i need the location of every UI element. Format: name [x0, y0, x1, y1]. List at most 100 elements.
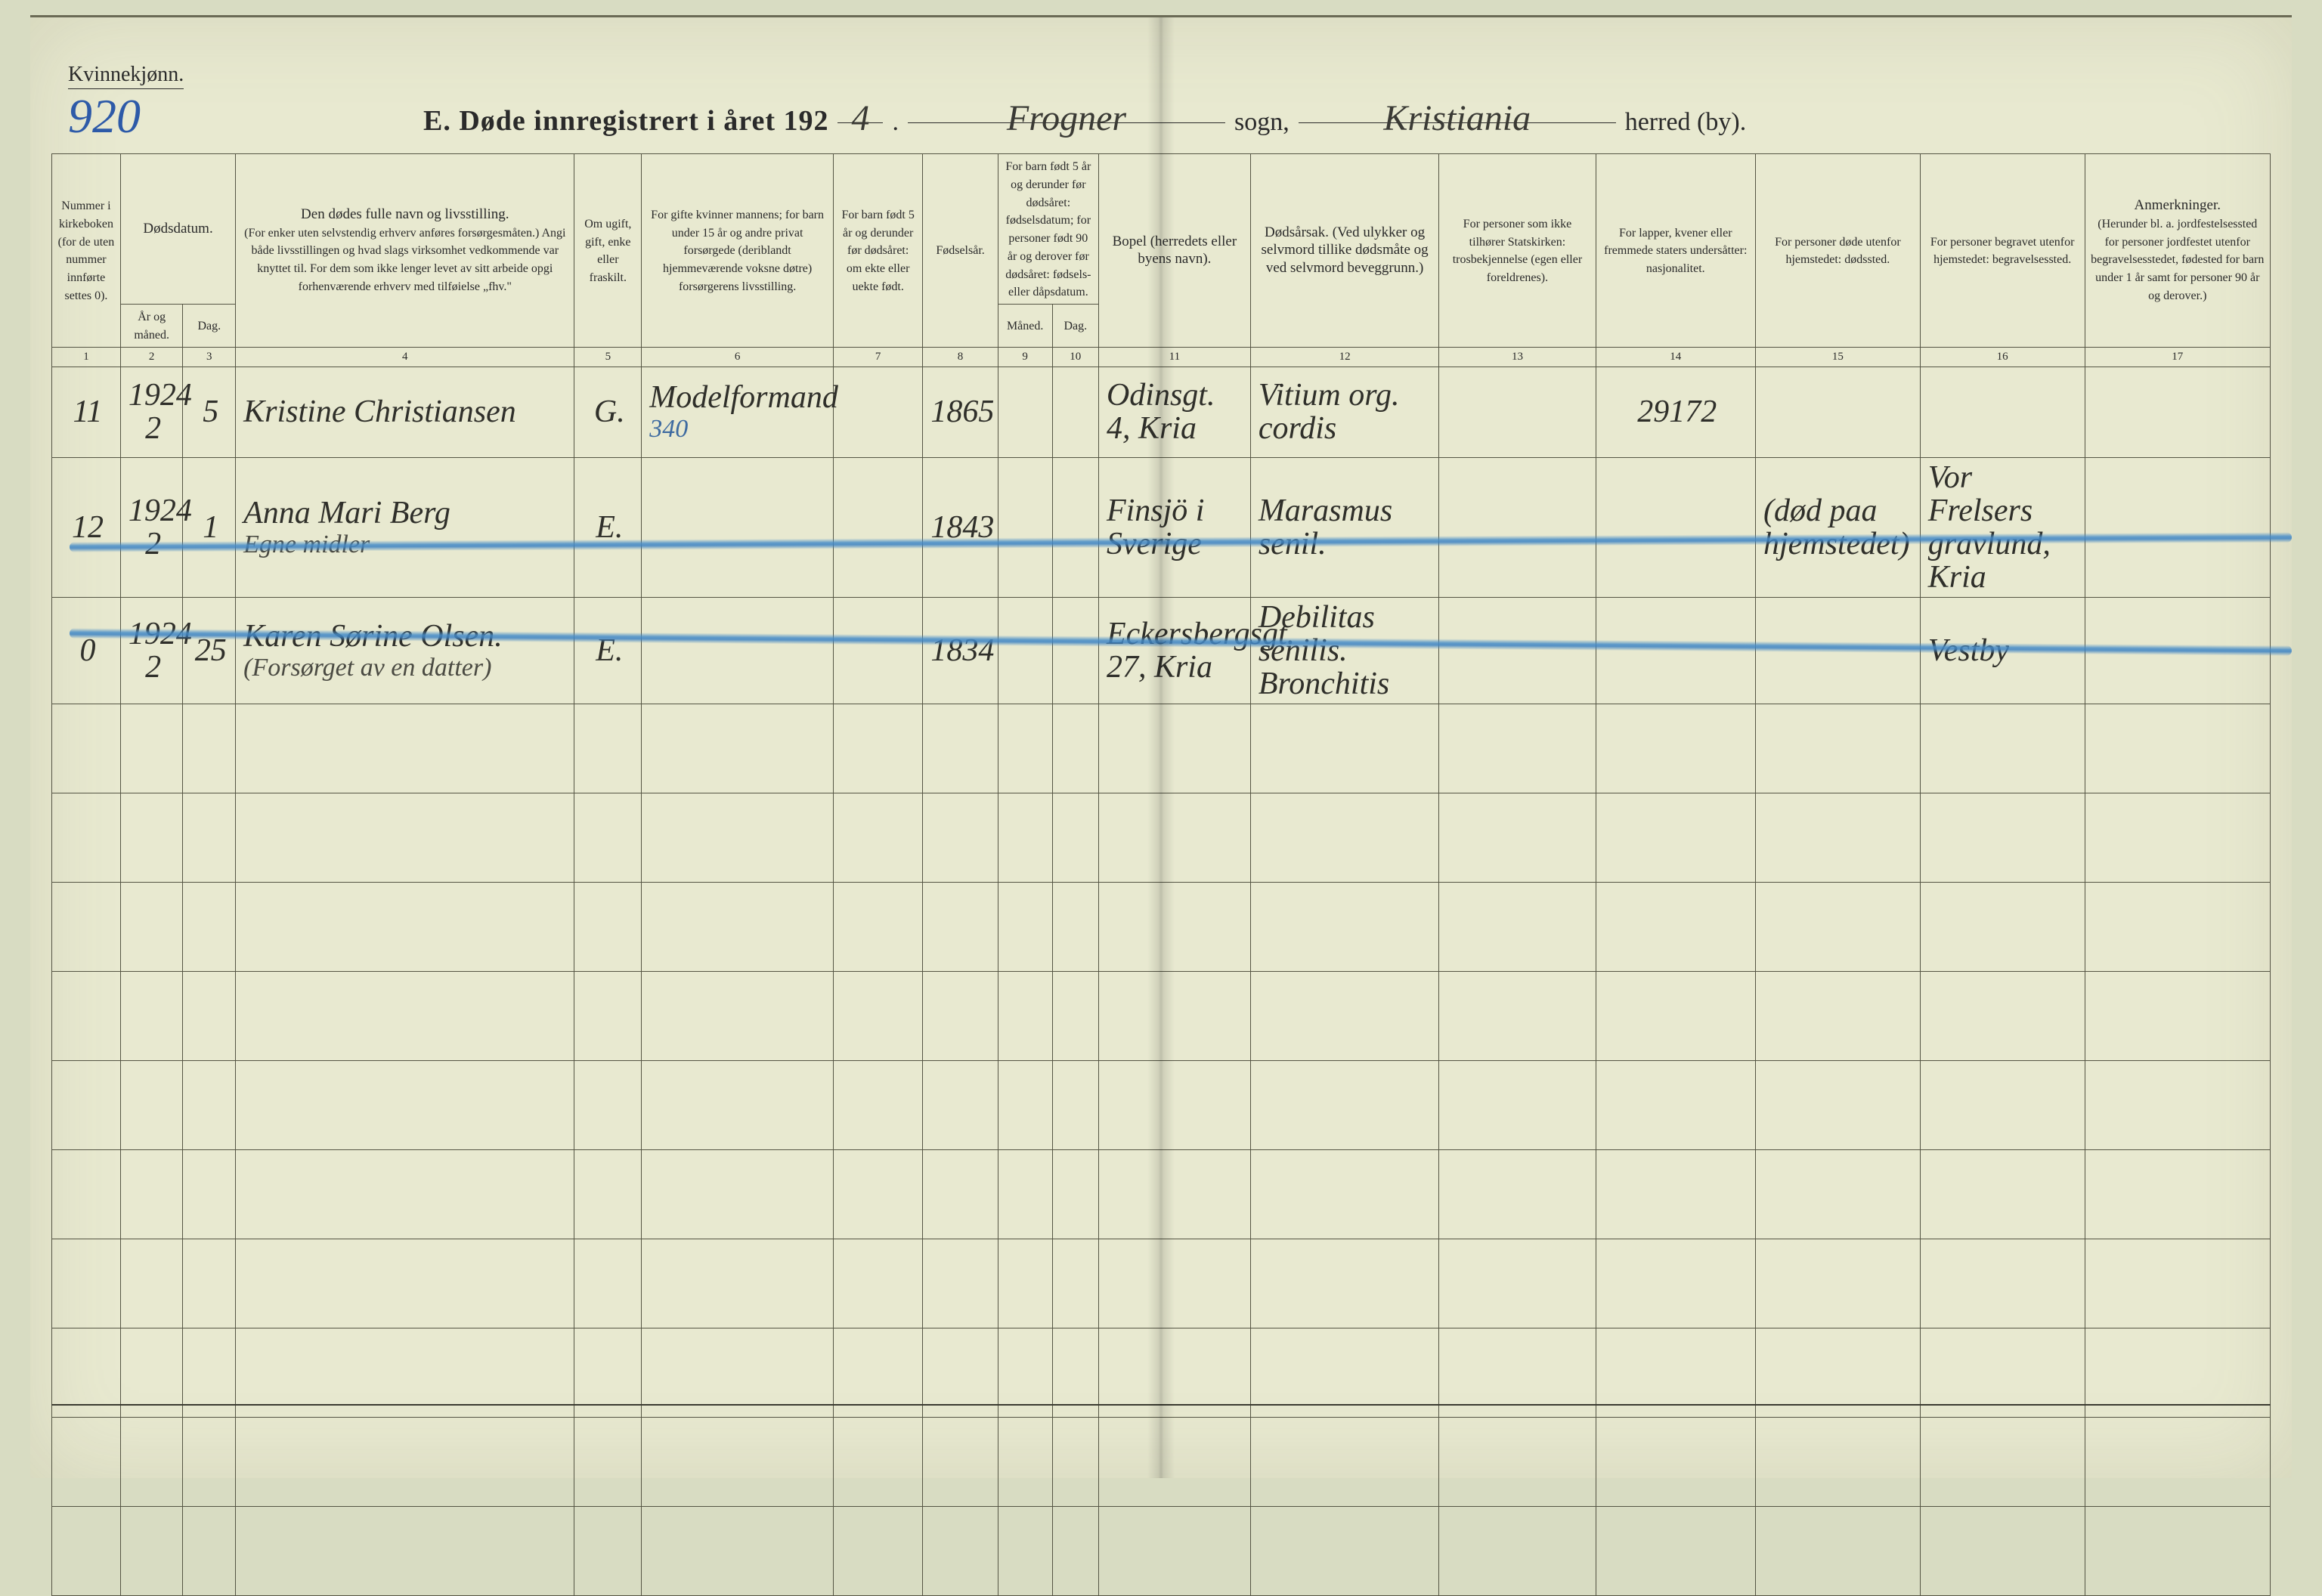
cell: [2085, 367, 2270, 457]
column-number: 6: [642, 347, 834, 367]
column-number: 1: [52, 347, 121, 367]
col-17-sub: (Herunder bl. a. jord­festelsessted for …: [2091, 218, 2264, 302]
table-row-blank: [52, 1061, 2271, 1150]
cell-blank: [833, 883, 922, 972]
cell-blank: [642, 1150, 834, 1239]
title-dot: .: [892, 108, 899, 137]
cell-blank: [1920, 793, 2085, 883]
cell-blank: [1920, 1061, 2085, 1150]
cell-blank: [183, 883, 236, 972]
col-4-title: Den dødes fulle navn og livsstilling.: [301, 206, 509, 222]
col-header-fodselsdatum: For barn født 5 år og der­under før døds…: [998, 154, 1098, 305]
cell: [998, 457, 1052, 597]
cell-blank: [833, 1239, 922, 1328]
column-number: 8: [923, 347, 998, 367]
cell-blank: [998, 1507, 1052, 1596]
col-header-14: For lapper, kvener eller fremmede stater…: [1596, 154, 1755, 348]
cell: [833, 597, 922, 704]
col-header-2: År og måned.: [120, 305, 182, 348]
cell-blank: [236, 793, 574, 883]
page-number: 920: [68, 88, 141, 144]
herred-label: herred (by).: [1625, 108, 1746, 137]
table-row: 12192421Anna Mari BergEgne midlerE.1843F…: [52, 457, 2271, 597]
cell-blank: [1596, 1150, 1755, 1239]
cell: [1755, 367, 1920, 457]
cell-blank: [1755, 793, 1920, 883]
cell-blank: [998, 972, 1052, 1061]
cell-blank: [2085, 1507, 2270, 1596]
column-number: 3: [183, 347, 236, 367]
column-number: 16: [1920, 347, 2085, 367]
cell-blank: [998, 1150, 1052, 1239]
cell: 19242: [120, 597, 182, 704]
cell-blank: [1439, 704, 1596, 793]
cell: Vitium org. cordis: [1250, 367, 1439, 457]
table-row: 01924225Karen Sørine Olsen.(Forsørget av…: [52, 597, 2271, 704]
bottom-rule: [51, 1404, 2271, 1406]
cell-blank: [1439, 1061, 1596, 1150]
cell: [2085, 597, 2270, 704]
cell-blank: [183, 1150, 236, 1239]
cell-blank: [1052, 883, 1098, 972]
table-row: 11192425Kristine ChristiansenG.Modelform…: [52, 367, 2271, 457]
cell-blank: [1052, 704, 1098, 793]
cell-blank: [1920, 883, 2085, 972]
cell: 19242: [120, 367, 182, 457]
table-row-blank: [52, 704, 2271, 793]
cell-blank: [2085, 704, 2270, 793]
column-number: 5: [574, 347, 642, 367]
column-number: 17: [2085, 347, 2270, 367]
cell: [1439, 367, 1596, 457]
cell-blank: [642, 1239, 834, 1328]
cell-blank: [833, 1061, 922, 1150]
col-header-7: For barn født 5 år og derunder før døds­…: [833, 154, 922, 348]
cell: 29172: [1596, 367, 1755, 457]
gender-label: Kvinnekjønn.: [68, 63, 184, 89]
cell-blank: [574, 1061, 642, 1150]
col-header-16: For personer begravet utenfor hjemstedet…: [1920, 154, 2085, 348]
col-17-title: Anmerkninger.: [2135, 197, 2221, 213]
table-row-blank: [52, 883, 2271, 972]
table-row-blank: [52, 972, 2271, 1061]
cell-blank: [1596, 1061, 1755, 1150]
cell-blank: [1250, 704, 1439, 793]
cell: 12: [52, 457, 121, 597]
cell-blank: [998, 1061, 1052, 1150]
cell: [1755, 597, 1920, 704]
cell-blank: [642, 972, 834, 1061]
column-number: 14: [1596, 347, 1755, 367]
table-head: Nummer i kirke­boken (for de uten nummer…: [52, 154, 2271, 367]
cell: Odinsgt. 4, Kria: [1098, 367, 1250, 457]
cell: [1920, 367, 2085, 457]
table-row-blank: [52, 793, 2271, 883]
column-numbers-row: 1234567891011121314151617: [52, 347, 2271, 367]
column-number: 2: [120, 347, 182, 367]
cell-blank: [1052, 1507, 1098, 1596]
cell-blank: [1755, 1507, 1920, 1596]
cell-blank: [52, 793, 121, 883]
cell: [642, 457, 834, 597]
cell-blank: [183, 704, 236, 793]
cell-blank: [1439, 1239, 1596, 1328]
cell-blank: [183, 1507, 236, 1596]
cell-blank: [923, 1061, 998, 1150]
col-header-5: Om ugift, gift, enke eller fraskilt.: [574, 154, 642, 348]
cell: Vor Frelsers gravlund, Kria: [1920, 457, 2085, 597]
herred-value: Kristiania: [1299, 97, 1616, 123]
cell-blank: [52, 972, 121, 1061]
cell-blank: [642, 883, 834, 972]
cell-blank: [52, 704, 121, 793]
cell-blank: [998, 704, 1052, 793]
cell-blank: [574, 972, 642, 1061]
cell: 1834: [923, 597, 998, 704]
cell-blank: [52, 1507, 121, 1596]
cell-blank: [1250, 1150, 1439, 1239]
cell-blank: [1920, 1507, 2085, 1596]
cell-blank: [923, 704, 998, 793]
cell: 0: [52, 597, 121, 704]
cell: Vestby: [1920, 597, 2085, 704]
cell-blank: [833, 704, 922, 793]
cell: [1052, 597, 1098, 704]
cell-blank: [1755, 1239, 1920, 1328]
cell: Debilitas senilis. Bronchitis: [1250, 597, 1439, 704]
